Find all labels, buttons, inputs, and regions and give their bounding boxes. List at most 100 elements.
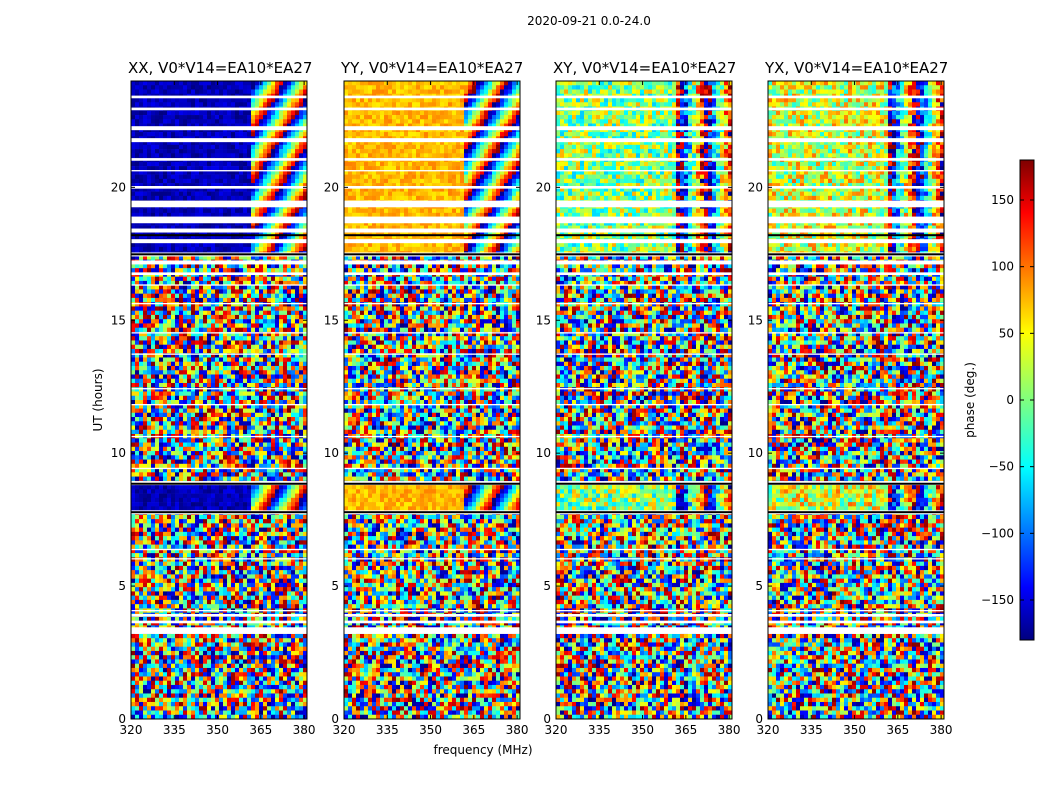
heat-cell [219,548,224,554]
heat-cell [291,255,296,260]
heat-cell [223,514,228,520]
heat-cell [215,255,220,260]
heat-cell [219,302,224,307]
heat-cell [215,306,220,311]
heat-cell [291,548,296,554]
heat-cell [151,429,156,435]
heat-cell [255,293,260,299]
heat-cell [187,523,192,528]
heat-cell [191,161,196,167]
heat-cell [271,178,276,184]
heat-cell [255,489,260,494]
heat-cell [139,540,144,545]
heat-cell [151,268,156,273]
heat-cell [243,459,248,465]
heat-cell [287,195,292,201]
heat-cell [227,297,232,303]
heat-cell [207,476,212,482]
heat-cell [267,421,272,426]
heat-cell [291,234,296,239]
heat-cell [255,302,260,307]
heat-cell [203,178,208,184]
heat-cell [191,327,196,333]
heat-cell [139,344,144,350]
heat-cell [227,276,232,282]
heat-cell [211,412,216,418]
heat-cell [175,336,180,341]
heat-cell [195,429,200,435]
heat-cell [159,123,164,129]
heat-cell [235,400,240,405]
heat-cell [227,225,232,231]
heat-cell [175,331,180,337]
heat-cell [179,395,184,401]
heat-cell [155,276,160,282]
heat-cell [191,489,196,494]
heat-cell [275,421,280,426]
heat-cell [279,455,284,460]
heat-cell [211,519,216,524]
heat-cell [211,225,216,231]
heat-cell [223,221,228,226]
heat-cell [211,132,216,137]
heat-cell [211,144,216,150]
heat-cell [143,263,148,269]
heat-cell [215,468,220,473]
heat-cell [147,548,152,554]
heat-cell [259,234,264,239]
heat-cell [235,412,240,418]
heat-cell [291,353,296,358]
heat-cell [243,310,248,316]
heat-cell [251,502,256,507]
heat-cell [171,246,176,252]
heat-cell [215,421,220,426]
heat-cell [283,289,288,294]
heat-cell [271,527,276,533]
heat-cell [295,123,300,129]
heat-cell [239,242,244,248]
heat-cell [303,132,308,137]
heat-cell [287,98,292,103]
heat-cell [167,527,172,533]
heat-cell [159,417,164,422]
heat-cell [223,536,228,541]
heat-cell [227,336,232,341]
heat-cell [155,289,160,294]
heat-cell [243,302,248,307]
heat-cell [159,144,164,150]
heat-cell [219,527,224,533]
heat-cell [135,446,140,452]
heat-cell [167,336,172,341]
heat-cell [207,548,212,554]
heat-cell [295,429,300,435]
heat-cell [251,81,256,86]
heat-cell [263,429,268,435]
heat-cell [207,161,212,167]
heat-cell [251,166,256,171]
heat-cell [275,382,280,388]
heat-cell [247,506,252,511]
heat-cell [183,400,188,405]
heat-cell [207,102,212,107]
heat-cell [295,144,300,150]
heat-cell [143,268,148,273]
heat-cell [255,208,260,214]
heat-cell [215,208,220,214]
heat-cell [247,544,252,550]
heat-cell [271,446,276,452]
heat-cell [131,400,136,405]
heat-cell [227,242,232,248]
heat-cell [295,89,300,95]
heat-cell [139,149,144,154]
heat-cell [179,455,184,460]
heat-cell [179,548,184,554]
heat-cell [143,153,148,158]
heat-cell [287,208,292,214]
heat-cell [259,102,264,107]
heat-cell [139,395,144,401]
heat-cell [291,417,296,422]
heat-cell [223,132,228,137]
panel-title-xy: XY, V0*V14=EA10*EA27 [553,59,736,77]
heat-cell [179,119,184,124]
heat-cell [147,391,152,397]
